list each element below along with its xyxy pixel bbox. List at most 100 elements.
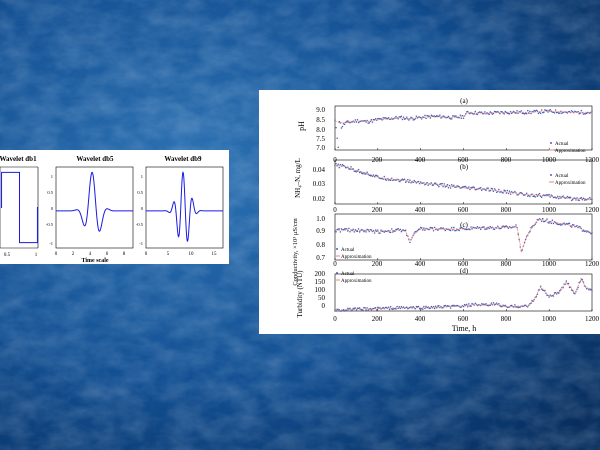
x-tick-label: 0 [55,252,58,257]
actual-point [462,117,465,119]
actual-point [582,197,585,200]
actual-point [349,307,351,310]
actual-point [551,219,554,222]
actual-point [417,305,420,308]
y-tick-label: 100 [315,286,326,294]
actual-point [536,110,539,112]
actual-point [370,229,373,231]
actual-point [503,113,505,115]
actual-point [399,228,402,231]
actual-point [370,118,373,121]
actual-point [347,230,349,232]
actual-point [362,172,364,175]
legend-approx-label: Approximation [341,279,372,284]
y-tick-label: 7.5 [316,135,325,143]
actual-point [383,231,386,233]
actual-point [430,114,433,116]
legend-actual-marker [550,142,552,144]
actual-point [449,187,452,189]
actual-point [529,195,531,198]
actual-point [364,306,366,309]
actual-point [434,115,437,118]
actual-point [558,292,560,294]
actual-point [552,222,555,225]
actual-point [353,231,356,233]
actual-point [487,187,489,189]
actual-point [571,198,574,201]
actual-point [509,193,512,195]
actual-point [544,220,546,223]
actual-point [354,307,357,309]
y-tick-label: 0.03 [313,180,326,188]
actual-point [484,111,486,113]
actual-point [387,116,390,119]
actual-point [540,196,543,198]
actual-point [573,224,575,226]
actual-point [539,285,542,287]
actual-point [536,195,539,197]
actual-point [356,230,359,233]
wavelet-db1-chart: Wavelet db1 0.5 1 [0,155,39,258]
actual-point [357,168,360,171]
actual-point [395,115,397,118]
actual-point [517,233,519,235]
panel-b [334,159,593,205]
actual-point [538,192,541,195]
actual-point [559,289,561,292]
actual-point [550,194,553,196]
actual-point [476,113,479,116]
actual-point [525,112,528,115]
actual-point [510,304,513,307]
actual-point [455,229,457,232]
actual-point [505,192,508,194]
legend-actual-marker [336,272,338,274]
actual-point [368,122,371,124]
actual-point [468,186,470,188]
actual-point [441,182,443,185]
actual-point [338,120,341,123]
x-tick-label: 0.5 [4,253,11,258]
actual-point [508,113,511,115]
actual-point [410,306,412,308]
legend-approx-label: Approximation [555,149,586,154]
actual-point [410,181,412,184]
actual-point [579,112,581,114]
actual-point [555,197,558,199]
actual-point [373,232,376,234]
actual-point [470,226,472,228]
actual-point [377,306,379,309]
actual-point [387,306,390,308]
actual-point [446,183,449,186]
actual-point [484,228,486,230]
actual-point [585,112,588,115]
actual-point [418,307,421,310]
actual-point [498,302,500,305]
actual-point [510,112,513,115]
actual-point [419,308,422,310]
actual-point [357,121,360,124]
actual-point [450,118,453,120]
actual-point [413,179,415,182]
actual-point [344,228,347,230]
actual-point [341,125,344,128]
actual-point [404,181,407,183]
actual-point [552,295,555,297]
x-tick-label: 400 [415,206,426,214]
y-axis-label-nh4: NH₄–N, mg/L [294,158,302,198]
actual-point [471,302,473,305]
actual-point [374,229,377,231]
actual-point [490,302,493,304]
actual-point [440,226,442,229]
x-tick-label: 1000 [542,206,557,214]
x-tick-label: 200 [372,260,383,268]
actual-point [350,310,352,312]
actual-point [433,115,436,117]
x-tick-label: 800 [501,206,512,214]
wavelet-db9-chart: Wavelet db9 1 0.5 0 -0.5 -1 0 5 10 15 [136,155,224,257]
actual-point [561,112,563,114]
actual-point [577,286,579,289]
x-tick-label: 1 [35,253,38,258]
actual-point [339,163,342,166]
actual-point [406,234,408,237]
actual-point [534,223,536,225]
